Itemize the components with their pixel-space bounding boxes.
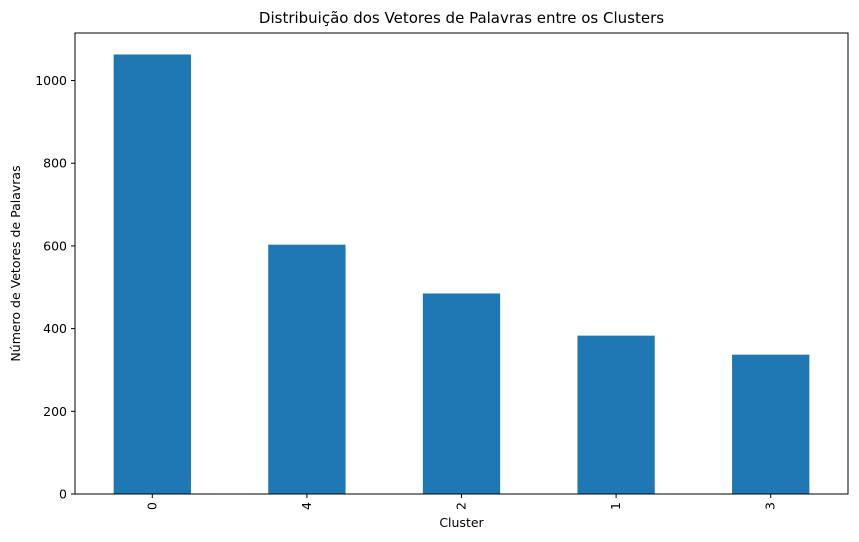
y-tick-label: 1000 [35,73,67,88]
x-tick-label: 0 [144,502,159,510]
bar-cluster-1 [577,335,655,494]
bar-cluster-4 [268,244,346,494]
y-tick-label: 0 [59,487,67,502]
y-tick-label: 200 [43,404,67,419]
x-tick-label: 2 [454,502,469,510]
x-axis-label: Cluster [439,515,484,530]
y-axis-label: Número de Vetores de Palavras [8,165,23,361]
x-tick-label: 1 [608,502,623,510]
y-tick-label: 600 [43,238,67,253]
x-tick-label: 4 [299,502,314,510]
y-tick-label: 800 [43,156,67,171]
bar-cluster-2 [422,293,501,494]
y-tick-label: 400 [43,321,67,336]
x-tick-label: 3 [763,502,778,510]
bar-cluster-0 [113,54,191,495]
bar-cluster-3 [732,354,810,494]
chart-title: Distribuição dos Vetores de Palavras ent… [259,9,664,27]
